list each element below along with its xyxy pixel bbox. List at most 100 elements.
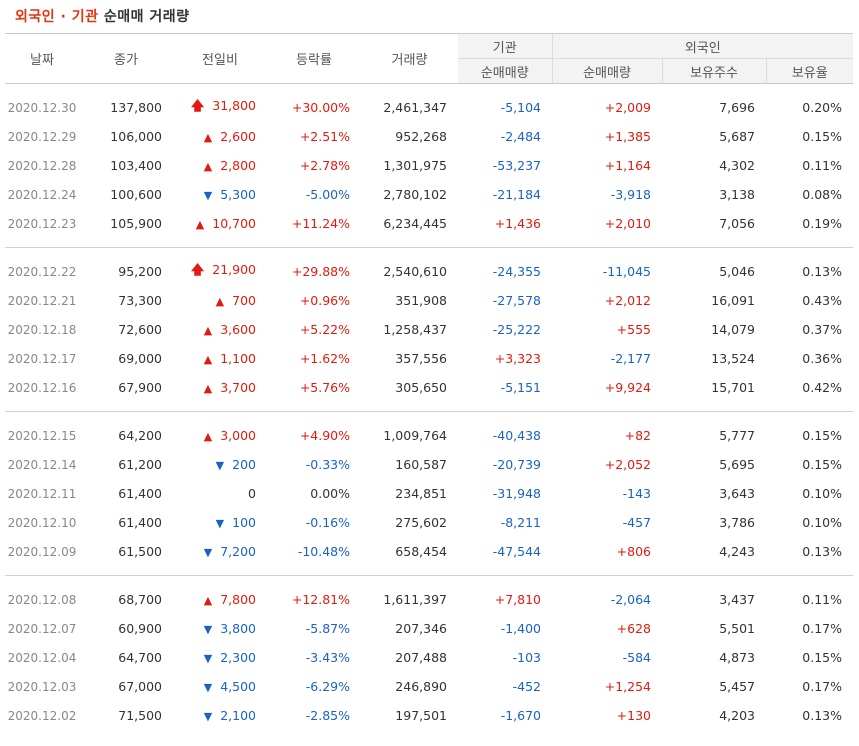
table-row: 2020.12.16 67,900 ▲ 3,700 +5.76% 305,650 -5,15… [5, 373, 853, 402]
down-triangle-icon: ▼ [215, 517, 225, 530]
cell-foreign-net: +82 [624, 428, 651, 443]
title-rest: 순매매 거래량 [98, 9, 190, 25]
cell-change: ▲ 3,000 [173, 421, 267, 450]
cell-date: 2020.12.24 [7, 187, 77, 202]
cell-inst-net: -53,237 [492, 158, 541, 173]
cell-holdings: 14,079 [711, 322, 755, 337]
cell-ratio: 0.11% [802, 158, 843, 173]
cell-date: 2020.12.22 [7, 264, 77, 279]
cell-rate: +0.96% [299, 293, 350, 308]
cell-ratio: 0.19% [802, 216, 843, 231]
table-row: 2020.12.02 71,500 ▼ 2,100 -2.85% 197,501 -1,67… [5, 701, 853, 730]
cell-foreign-net: +555 [616, 322, 651, 337]
cell-change-value: 10,700 [212, 216, 256, 231]
cell-close: 71,500 [118, 708, 162, 723]
cell-date: 2020.12.17 [7, 351, 77, 366]
cell-inst-net: -31,948 [492, 486, 541, 501]
cell-holdings: 15,701 [711, 380, 755, 395]
cell-date: 2020.12.09 [7, 544, 77, 559]
header-volume: 거래량 [361, 33, 458, 84]
cell-foreign-net: +2,052 [604, 457, 651, 472]
cell-rate: +2.51% [299, 129, 350, 144]
cell-change-value: 1,100 [220, 351, 256, 366]
cell-inst-net: -2,484 [500, 129, 541, 144]
cell-change: ▲ 700 [173, 286, 267, 315]
cell-volume: 234,851 [395, 486, 447, 501]
down-triangle-icon: ▼ [215, 459, 225, 472]
cell-change-value: 31,800 [212, 97, 256, 113]
cell-change-value: 200 [232, 457, 256, 472]
cell-foreign-net: +130 [616, 708, 651, 723]
cell-close: 64,200 [118, 428, 162, 443]
cell-ratio: 0.11% [802, 592, 843, 607]
cell-date: 2020.12.18 [7, 322, 77, 337]
cell-rate: -0.16% [305, 515, 350, 530]
cell-inst-net: +1,436 [494, 216, 541, 231]
cell-foreign-net: -3,918 [610, 187, 651, 202]
table-row: 2020.12.17 69,000 ▲ 1,100 +1.62% 357,556 +3,32… [5, 344, 853, 373]
cell-date: 2020.12.29 [7, 129, 77, 144]
cell-change-value: 0 [248, 486, 256, 501]
cell-close: 73,300 [118, 293, 162, 308]
cell-ratio: 0.15% [802, 457, 843, 472]
cell-rate: -6.29% [305, 679, 350, 694]
table-row: 2020.12.08 68,700 ▲ 7,800 +12.81% 1,611,397 +7… [5, 585, 853, 614]
cell-rate: +29.88% [291, 264, 350, 279]
cell-rate: +11.24% [291, 216, 350, 231]
cell-close: 137,800 [110, 100, 162, 115]
cell-change: 🡅 31,800 [173, 93, 267, 122]
up-triangle-icon: ▲ [203, 324, 213, 337]
cell-close: 105,900 [110, 216, 162, 231]
cell-change: ▼ 5,300 [173, 180, 267, 209]
cell-change: ▼ 100 [173, 508, 267, 537]
cell-foreign-net: +1,385 [604, 129, 651, 144]
cell-ratio: 0.37% [802, 322, 843, 337]
trading-table: 날짜 종가 전일비 등락률 거래량 기관 외국인 순매매량 순매매량 보유주수 … [5, 33, 854, 739]
cell-change-value: 3,000 [220, 428, 256, 443]
cell-change: ▼ 4,500 [173, 672, 267, 701]
down-triangle-icon: ▼ [203, 189, 213, 202]
cell-volume: 305,650 [395, 380, 447, 395]
header-inst-net: 순매매량 [458, 58, 552, 84]
cell-inst-net: -5,104 [500, 100, 541, 115]
table-row: 2020.12.15 64,200 ▲ 3,000 +4.90% 1,009,764 -40… [5, 421, 853, 450]
cell-inst-net: -47,544 [492, 544, 541, 559]
cell-inst-net: -5,151 [500, 380, 541, 395]
cell-date: 2020.12.07 [7, 621, 77, 636]
table-row: 2020.12.23 105,900 ▲ 10,700 +11.24% 6,234,445… [5, 209, 853, 238]
group-spacer [5, 412, 853, 421]
cell-volume: 1,611,397 [383, 592, 447, 607]
cell-close: 61,200 [118, 457, 162, 472]
cell-date: 2020.12.08 [7, 592, 77, 607]
cell-rate: +30.00% [291, 100, 350, 115]
cell-change: ▼ 2,300 [173, 643, 267, 672]
cell-holdings: 5,046 [719, 264, 755, 279]
cell-date: 2020.12.10 [7, 515, 77, 530]
cell-close: 61,500 [118, 544, 162, 559]
cell-date: 2020.12.15 [7, 428, 77, 443]
cell-ratio: 0.13% [802, 264, 843, 279]
cell-rate: -10.48% [297, 544, 350, 559]
cell-ratio: 0.17% [802, 679, 843, 694]
table-row: 2020.12.29 106,000 ▲ 2,600 +2.51% 952,268 -2,4… [5, 122, 853, 151]
cell-close: 60,900 [118, 621, 162, 636]
cell-holdings: 3,437 [719, 592, 755, 607]
cell-volume: 952,268 [395, 129, 447, 144]
cell-date: 2020.12.30 [7, 100, 77, 115]
cell-foreign-net: +806 [616, 544, 651, 559]
cell-change-value: 7,200 [220, 544, 256, 559]
cell-change-value: 3,800 [220, 621, 256, 636]
cell-volume: 246,890 [395, 679, 447, 694]
down-triangle-icon: ▼ [203, 546, 213, 559]
header-row-bottom: 순매매량 순매매량 보유주수 보유율 [5, 58, 854, 84]
cell-foreign-net: -2,177 [610, 351, 651, 366]
cell-volume: 275,602 [395, 515, 447, 530]
cell-volume: 207,346 [395, 621, 447, 636]
cell-holdings: 5,695 [719, 457, 755, 472]
cell-ratio: 0.17% [802, 621, 843, 636]
cell-inst-net: -21,184 [492, 187, 541, 202]
cell-change-value: 2,600 [220, 129, 256, 144]
cell-inst-net: -25,222 [492, 322, 541, 337]
cell-foreign-net: -2,064 [610, 592, 651, 607]
table-row: 2020.12.14 61,200 ▼ 200 -0.33% 160,587 -20,739… [5, 450, 853, 479]
